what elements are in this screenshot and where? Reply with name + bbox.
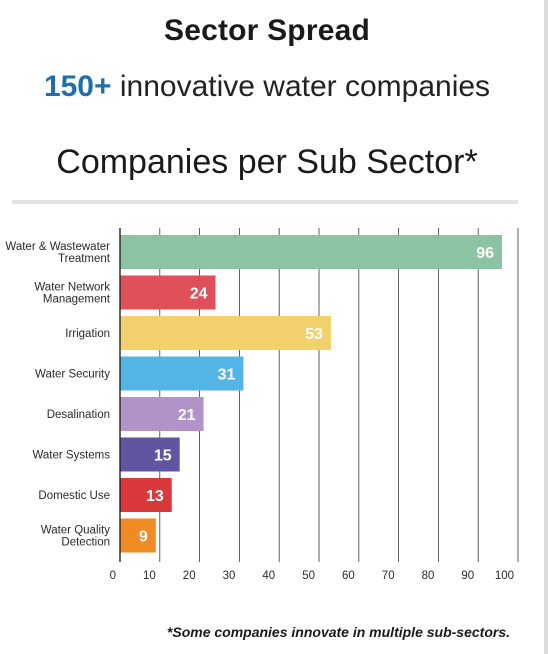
data-label: 31 [218,367,236,384]
bar [120,235,503,269]
tick-label: 80 [422,570,435,582]
bar [120,397,204,431]
tick-label: 70 [382,570,395,582]
data-label: 53 [305,326,323,343]
data-label: 15 [154,448,172,465]
bar [120,275,216,310]
headline-number: 150+ [43,70,112,103]
footnote: *Some companies innovate in multiple sub… [166,624,510,640]
tick-label: 20 [183,570,196,582]
bar [120,518,156,553]
divider [12,200,518,204]
tick-label: 100 [495,570,514,582]
category-label: Water Quality [41,525,110,537]
chart-title: Companies per Sub Sector* [56,143,478,181]
bar [120,356,244,391]
headline: 150+ innovative water companies [0,70,534,104]
category-label: Water Security [35,369,110,381]
page-title: Sector Spread [163,14,370,47]
category-label: Detection [61,537,110,549]
tick-label: 60 [342,570,355,582]
tick-label: 10 [143,570,156,582]
page-edge [544,0,548,654]
category-label: Management [43,294,111,306]
category-label: Treatment [58,253,111,265]
category-label: Irrigation [65,328,110,340]
data-label: 96 [476,245,494,262]
data-label: 21 [178,407,196,424]
data-label: 24 [190,286,208,303]
category-label: Domestic Use [38,490,110,502]
category-label: Water Network [34,282,110,294]
bar [120,316,331,350]
bar [120,478,172,512]
category-label: Desalination [47,409,110,421]
tick-label: 0 [110,570,116,582]
category-label: Water & Wastewater [5,241,110,253]
data-label: 9 [139,529,148,546]
tick-label: 50 [302,570,315,582]
headline-text: innovative water companies [119,70,491,103]
category-label: Water Systems [32,450,110,462]
data-label: 13 [146,488,164,505]
bar [120,437,180,472]
tick-label: 90 [461,570,474,582]
tick-label: 40 [262,570,275,582]
tick-label: 30 [223,570,236,582]
